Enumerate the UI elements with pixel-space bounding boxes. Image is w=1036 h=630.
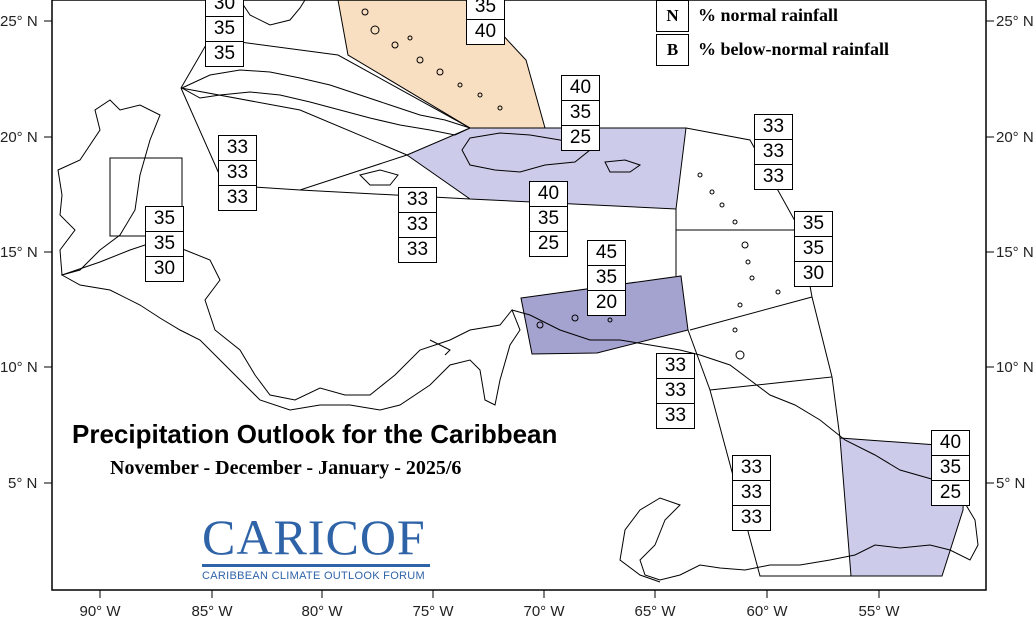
prob-value: 35 [206,41,243,66]
prob-value: 33 [219,160,256,185]
caricof-logo: CARICOF CARIBBEAN CLIMATE OUTLOOK FORUM [202,512,434,582]
prob-value: 35 [562,100,599,125]
prob-value: 33 [755,139,792,164]
prob-box-suriname-guiana: 40 35 25 [931,430,970,506]
prob-box-guyana: 33 33 33 [732,455,771,531]
prob-box-northeast-atlantic: 33 33 33 [754,114,793,190]
logo-rule [202,564,430,567]
lat-label: 15° N [996,244,1034,261]
coastline-central-america [57,99,161,276]
boundary-lines [180,37,471,129]
lat-label: 25° N [0,13,38,30]
prob-value: 35 [932,455,969,480]
lon-label: 65° W [634,603,676,620]
prob-value: 33 [664,355,687,376]
lat-ticks [44,20,994,484]
prob-value: 33 [657,403,694,428]
coastline-puerto-rico [604,159,642,173]
prob-value: 30 [146,256,183,281]
prob-value: 40 [569,77,592,98]
prob-value: 33 [219,185,256,210]
lat-label: 5° N [8,475,37,492]
lat-label: 15° N [0,244,38,261]
prob-value: 45 [595,242,618,263]
lat-label: 20° N [0,129,38,146]
lon-label: 55° W [858,603,900,620]
legend-text: % normal rainfall [698,5,838,25]
coastline-south-america [511,309,979,583]
prob-box-bahamas: 35 40 [466,0,505,45]
prob-value: 40 [537,183,560,204]
prob-box-hispaniola: 40 35 25 [561,75,600,151]
zone-bahamas-shade [337,0,546,129]
prob-value: 33 [399,212,436,237]
lat-label: 25° N [996,13,1034,30]
lon-label: 90° W [79,603,121,620]
lon-label: 85° W [191,603,233,620]
prob-box-abc-islands: 45 35 20 [587,240,626,316]
lon-label: 70° W [523,603,565,620]
prob-value: 33 [406,189,429,210]
prob-value: 35 [206,16,243,41]
legend-text: % below-normal rainfall [698,39,889,59]
lat-label: 20° N [996,129,1034,146]
prob-value: 33 [226,137,249,158]
map-title: Precipitation Outlook for the Caribbean [72,419,558,449]
prob-value: 33 [399,237,436,262]
prob-value: 35 [795,236,832,261]
prob-box-jamaica: 33 33 33 [398,187,437,263]
prob-value: 35 [474,0,497,17]
prob-value: 40 [467,19,504,44]
lon-label: 60° W [746,603,788,620]
prob-box-belize: 35 35 30 [145,206,184,282]
lon-label: 75° W [412,603,454,620]
lon-ticks [99,590,880,598]
coastline-hispaniola [461,132,592,173]
prob-value: 25 [562,125,599,150]
lat-label: 5° N [996,475,1025,492]
prob-value: 33 [762,116,785,137]
prob-value: 33 [733,480,770,505]
coastline-cuba [180,69,472,136]
prob-value: 40 [939,432,962,453]
prob-value: 35 [530,206,567,231]
prob-value: 20 [588,290,625,315]
prob-value: 33 [755,164,792,189]
prob-value: 30 [795,261,832,286]
lat-label: 10° N [0,359,38,376]
prob-box-caribbean-central: 40 35 25 [529,181,568,257]
prob-box-cuba-central: 33 33 33 [218,135,257,211]
logo-wordmark: CARICOF [202,512,434,562]
map-subtitle: November - December - January - 2025/6 [110,457,462,479]
coastline-jamaica [359,169,399,186]
prob-box-leeward: 35 35 30 [794,211,833,287]
lat-label: 10° N [996,359,1034,376]
prob-value: 35 [153,208,176,229]
logo-cof: COF [325,509,426,565]
prob-box-trinidad: 33 33 33 [656,353,695,429]
map-frame [51,0,987,591]
legend-row-below: B % below-normal rainfall [656,34,956,66]
prob-value: 33 [657,378,694,403]
prob-value: 35 [588,265,625,290]
islands-lesser-antilles [536,172,781,360]
prob-value: 33 [733,505,770,530]
prob-value: 35 [146,231,183,256]
lon-label: 80° W [301,603,343,620]
islands-bahamas [361,8,503,111]
prob-value: 35 [802,213,825,234]
legend-key: N [656,0,689,32]
prob-box-north-west: 30 35 35 [205,0,244,67]
prob-value: 30 [213,0,236,14]
prob-value: 33 [740,457,763,478]
prob-value: 25 [530,231,567,256]
prob-value: 25 [932,480,969,505]
coastline-florida [239,0,306,26]
logo-tagline: CARIBBEAN CLIMATE OUTLOOK FORUM [202,570,426,582]
legend-key: B [656,34,689,66]
logo-cari: CARI [202,509,326,565]
legend-row-normal: N % normal rainfall [656,0,956,32]
